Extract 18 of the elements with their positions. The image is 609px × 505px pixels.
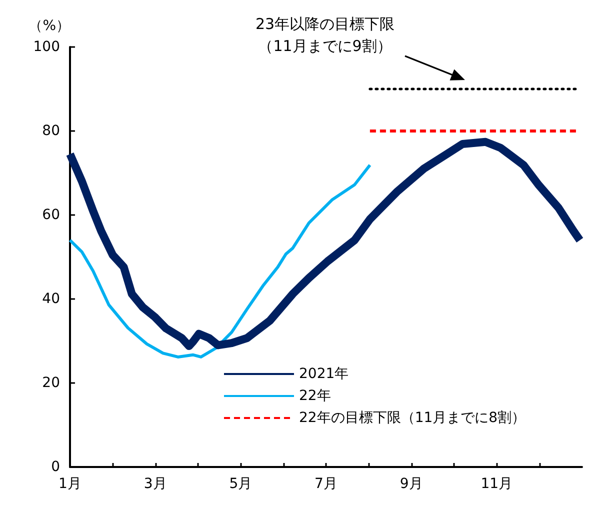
y-axis-title: （%） (28, 18, 70, 34)
y-tick-label: 0 (51, 459, 60, 475)
y-tick-label: 60 (42, 207, 60, 223)
x-tick-label: 11月 (480, 476, 513, 492)
x-tick-label: 9月 (400, 476, 423, 492)
line-series (68, 164, 372, 358)
annotation: 23年以降の目標下限（11月までに9割） (255, 15, 395, 55)
legend-label: 22年の目標下限（11月までに8割） (299, 410, 526, 426)
y-tick-label: 100 (33, 39, 60, 55)
legend-label: 2021年 (299, 366, 349, 382)
x-tick-label: 1月 (58, 476, 82, 492)
x-tick-label: 5月 (229, 476, 252, 492)
legend-label: 22年 (299, 388, 331, 404)
x-tick-label: 3月 (144, 476, 167, 492)
y-tick-label: 40 (42, 291, 60, 307)
y-tick-label: 20 (42, 375, 60, 391)
y-tick-label: 80 (42, 123, 60, 139)
x-tick-label: 7月 (314, 476, 338, 492)
